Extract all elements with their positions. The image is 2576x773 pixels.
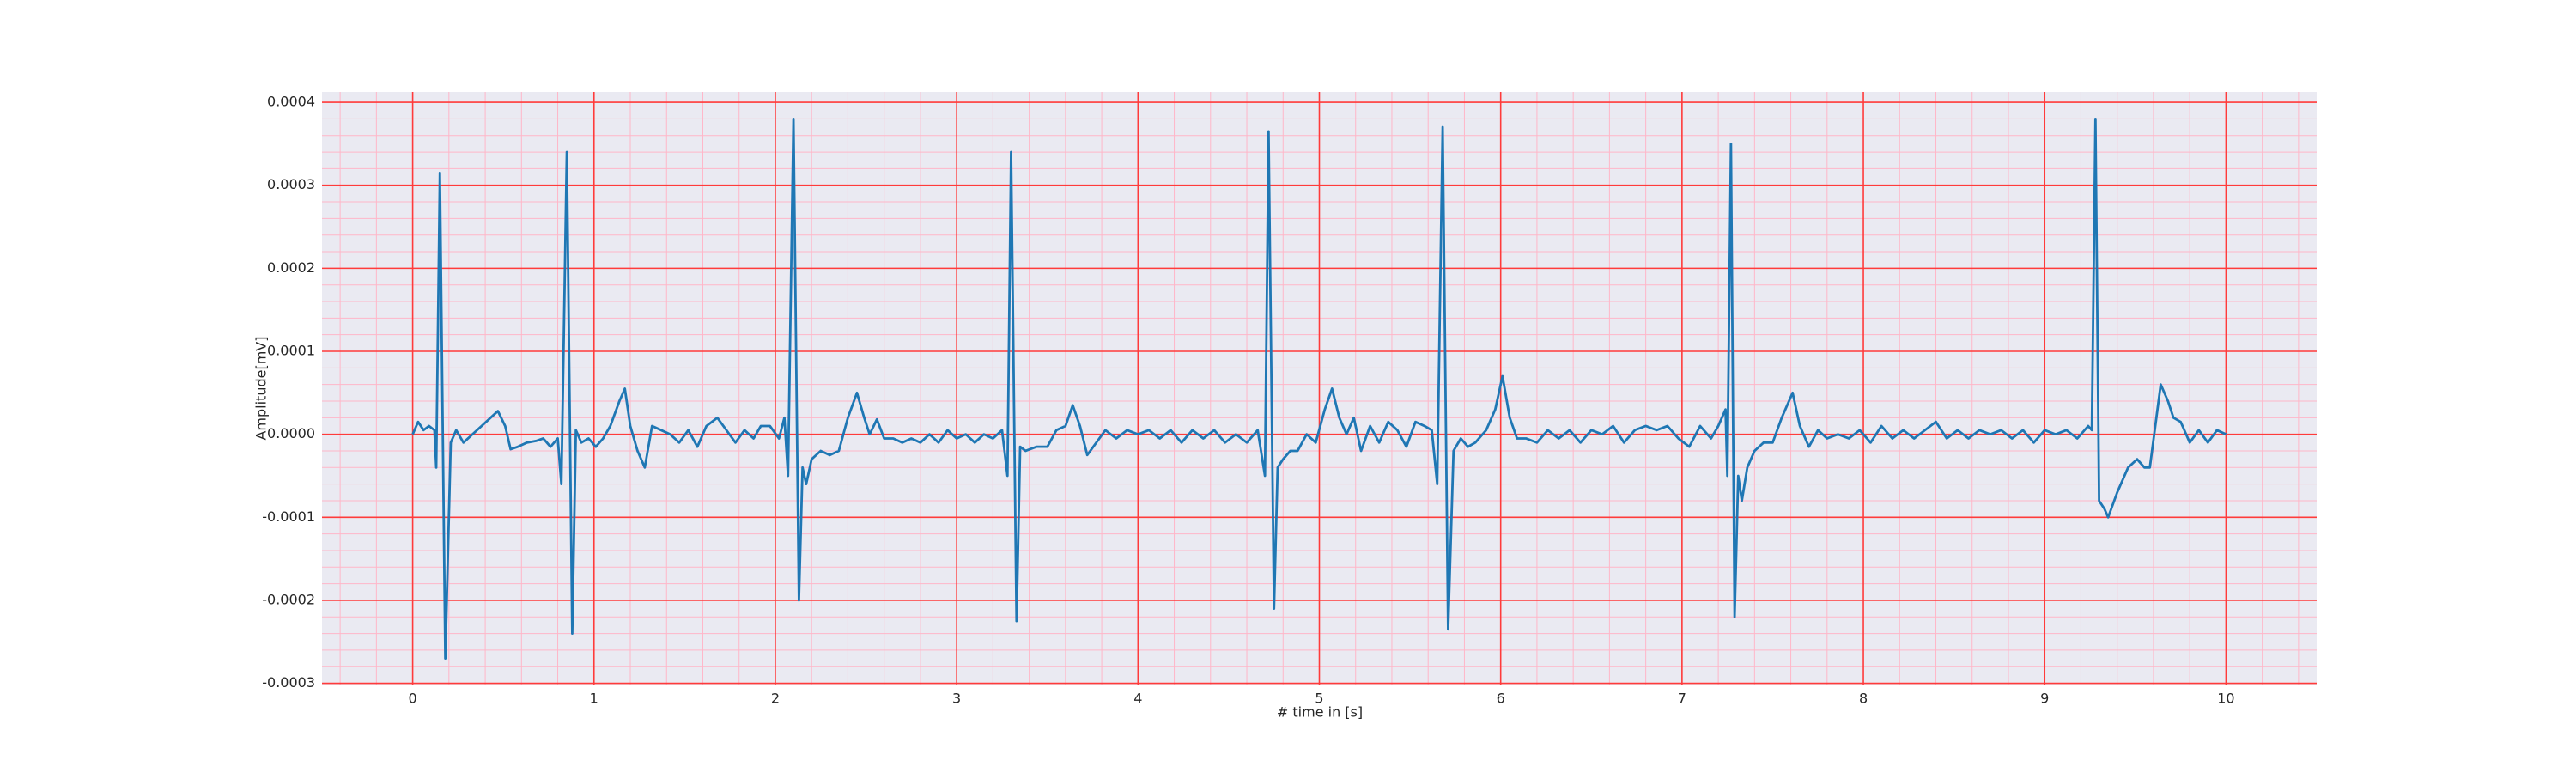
y-tick-label: 0.0001: [267, 343, 315, 359]
y-tick-label: 0.0002: [267, 259, 315, 276]
x-tick-label: 8: [1859, 691, 1868, 707]
y-tick-label: -0.0001: [262, 508, 315, 525]
x-tick-label: 6: [1497, 691, 1505, 707]
y-tick-label: 0.0004: [267, 94, 315, 110]
y-tick-label: 0.0003: [267, 176, 315, 192]
x-tick-label: 7: [1678, 691, 1686, 707]
x-tick-label: 1: [590, 691, 598, 707]
x-tick-label: 10: [2217, 691, 2234, 707]
ecg-line: [411, 118, 2227, 660]
x-tick-label: 4: [1133, 691, 1142, 707]
x-tick-label: 2: [771, 691, 780, 707]
y-axis-label: Amplitude[mV]: [253, 336, 270, 440]
x-axis-label: # time in [s]: [1277, 704, 1363, 721]
y-tick-label: -0.0002: [262, 591, 315, 607]
x-tick-label: 3: [952, 691, 961, 707]
x-tick-label: 9: [2040, 691, 2049, 707]
x-tick-label: 5: [1315, 691, 1323, 707]
x-tick-label: 0: [408, 691, 416, 707]
y-tick-label: -0.0003: [262, 674, 315, 691]
y-tick-label: 0.0000: [267, 425, 315, 441]
